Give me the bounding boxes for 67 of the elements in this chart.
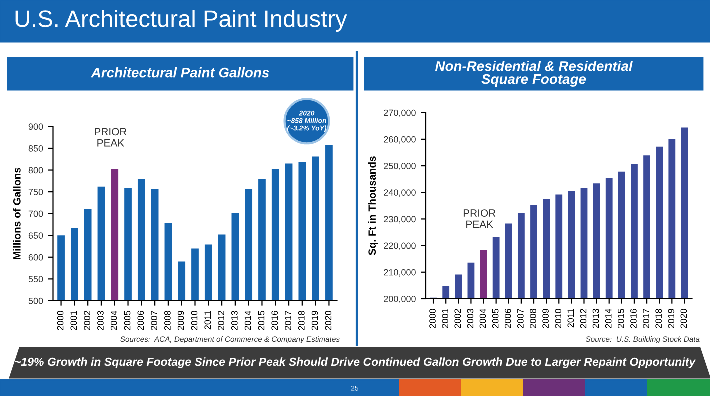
y-tick-label: 750	[28, 189, 44, 196]
y-tick-label: 700	[28, 210, 44, 218]
y-tick-label: 250,000	[384, 163, 416, 170]
text: U.S. Architectural Paint Industry	[16, 10, 348, 32]
x-tick-label: 2003	[98, 311, 104, 330]
y-tick-label: 260,000	[384, 136, 416, 144]
x-tick-label: 2006	[138, 311, 144, 330]
y-tick-label: 240,000	[384, 190, 416, 198]
x-tick-label: 2005	[124, 311, 131, 330]
x-tick-label: 2013	[592, 309, 600, 328]
x-tick-label: 2009	[178, 311, 184, 330]
chart-title: Architectural Paint Gallons	[91, 68, 270, 78]
x-tick-label: 2012	[218, 311, 224, 330]
x-tick-label: 2001	[442, 309, 449, 328]
text: ~19% Growth in Square Footage Since Prior Peak Should Drive Continued Gallon Growth Due to Larger Repaint Opportunity	[15, 358, 696, 368]
x-tick-label: 2016	[272, 311, 278, 330]
x-tick-label: 2010	[555, 309, 562, 328]
x-tick-label: 2007	[517, 309, 524, 328]
annotation: PRIOR PEAK	[95, 128, 127, 147]
x-tick-label: 2009	[542, 309, 549, 328]
x-tick-label: 2013	[231, 311, 238, 330]
x-tick-label: 2000	[430, 309, 436, 328]
x-tick-label: 2015	[618, 309, 624, 328]
x-tick-label: 2005	[492, 309, 499, 328]
y-tick-label: 650	[28, 232, 44, 239]
y-tick-label: 200,000	[384, 296, 416, 304]
x-tick-label: 2018	[656, 309, 662, 328]
y-tick-label: 270,000	[384, 110, 416, 118]
x-tick-label: 2008	[530, 309, 536, 328]
x-tick-label: 2014	[244, 310, 252, 330]
x-tick-label: 2003	[467, 309, 474, 328]
y-tick-label: 210,000	[384, 269, 416, 277]
y-axis-title: Millions of Gallons	[13, 168, 21, 260]
x-tick-label: 2006	[504, 309, 512, 328]
y-tick-label: 220,000	[384, 242, 416, 250]
x-tick-label: 2017	[285, 311, 292, 330]
x-tick-label: 2016	[630, 309, 637, 328]
y-tick-label: 600	[28, 254, 44, 261]
x-tick-label: 2011	[568, 309, 574, 328]
x-tick-label: 2020	[680, 309, 688, 328]
x-tick-label: 2007	[151, 311, 158, 330]
x-tick-label: 2014	[605, 308, 612, 328]
chart-title: Non-Residential & Residential Square Footage	[435, 61, 634, 87]
x-tick-label: 2017	[643, 309, 650, 328]
x-tick-label: 2002	[454, 309, 462, 328]
y-tick-label: 550	[28, 276, 44, 283]
x-tick-label: 2002	[84, 311, 91, 330]
y-axis-title: Sq. Ft in Thousands	[368, 156, 378, 256]
x-tick-label: 2004	[110, 310, 118, 330]
x-tick-label: 2020	[325, 311, 332, 330]
x-tick-label: 2012	[580, 309, 587, 328]
x-tick-label: 2018	[298, 311, 305, 330]
x-tick-label: 2008	[164, 311, 171, 330]
y-tick-label: 500	[28, 298, 44, 304]
y-tick-label: 800	[28, 167, 44, 174]
x-tick-label: 2010	[191, 311, 198, 330]
x-tick-label: 2000	[57, 311, 64, 330]
x-tick-label: 2019	[668, 309, 675, 328]
annotation: PRIOR PEAK	[464, 210, 496, 228]
x-tick-label: 2015	[258, 311, 265, 330]
x-tick-label: 2004	[480, 308, 486, 328]
x-tick-label: 2019	[312, 311, 318, 330]
x-tick-label: 2001	[70, 311, 78, 330]
x-tick-label: 2011	[204, 311, 212, 330]
y-tick-label: 850	[28, 145, 44, 152]
y-tick-label: 230,000	[384, 216, 416, 224]
y-tick-label: 900	[28, 124, 44, 130]
